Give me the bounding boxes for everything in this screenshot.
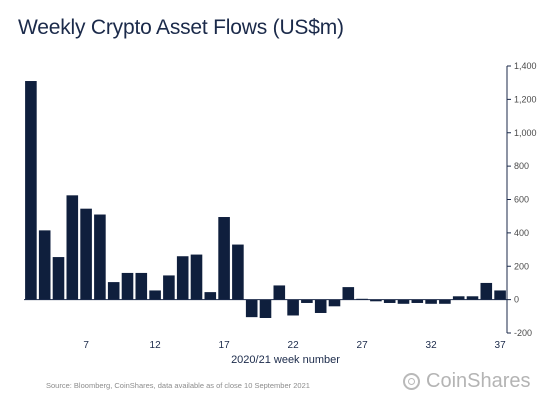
x-tick-label: 27	[357, 340, 369, 351]
x-tick-label: 17	[219, 340, 231, 351]
bar-week-36	[480, 282, 493, 300]
y-tick-label: 1,200	[514, 94, 537, 104]
bar-week-37	[494, 290, 506, 300]
bar-week-29	[383, 299, 396, 303]
bar-week-10	[121, 272, 134, 300]
y-tick-label: 600	[514, 195, 529, 205]
y-axis-ticks: -200 0 200 400 600 800 1,000 1,200 1,400	[507, 61, 537, 338]
bar-week-19	[245, 299, 258, 318]
bars-group	[25, 81, 506, 318]
bar-week-9	[107, 282, 120, 300]
bar-week-26	[342, 287, 355, 300]
bar-week-25	[328, 299, 341, 307]
bar-week-15	[190, 254, 203, 300]
bar-week-33	[439, 299, 451, 304]
bar-week-6	[66, 195, 79, 300]
y-tick-label: 800	[514, 161, 529, 171]
x-tick-label: 12	[150, 340, 162, 351]
y-tick-label: 200	[514, 261, 529, 271]
source-note: Source: Bloomberg, CoinShares, data avai…	[46, 381, 310, 390]
x-tick-label: 37	[495, 340, 507, 351]
bar-week-18	[232, 244, 244, 300]
bar-week-14	[176, 256, 189, 300]
bar-week-24	[314, 299, 327, 313]
bar-week-4	[38, 230, 51, 300]
bar-week-8	[94, 214, 106, 300]
bar-week-5	[52, 257, 65, 300]
bar-week-13	[163, 275, 175, 300]
bar-week-17	[218, 217, 230, 300]
x-axis-title: 2020/21 week number	[231, 354, 340, 366]
x-tick-label: 7	[83, 340, 89, 351]
bar-week-12	[149, 290, 161, 300]
x-tick-label: 22	[288, 340, 300, 351]
y-tick-label: 400	[514, 228, 529, 238]
bar-week-35	[466, 296, 479, 300]
coinshares-logo-icon	[403, 373, 420, 390]
y-tick-label: -200	[514, 328, 532, 338]
bar-week-31	[411, 299, 424, 303]
y-tick-label: 1,400	[514, 61, 537, 71]
bar-week-20	[259, 299, 272, 318]
bar-week-22	[287, 299, 299, 316]
bar-week-7	[80, 208, 92, 300]
coinshares-logo: CoinShares	[403, 370, 531, 393]
bar-week-11	[135, 272, 148, 300]
bar-week-28	[370, 299, 382, 302]
bar-week-21	[273, 285, 286, 300]
chart-title: Weekly Crypto Asset Flows (US$m)	[18, 16, 344, 39]
brand-name: CoinShares	[426, 370, 531, 392]
bar-week-32	[425, 299, 437, 304]
x-axis-ticks: 7 12 17 22 27 32 37	[83, 340, 506, 351]
bar-week-16	[204, 292, 217, 300]
y-tick-label: 0	[514, 295, 519, 305]
y-tick-label: 1,000	[514, 128, 537, 138]
bar-week-34	[452, 296, 465, 300]
bar-week-23	[301, 299, 313, 303]
bar-week-30	[397, 299, 410, 304]
x-tick-label: 32	[426, 340, 438, 351]
bar-week-3	[25, 81, 37, 300]
